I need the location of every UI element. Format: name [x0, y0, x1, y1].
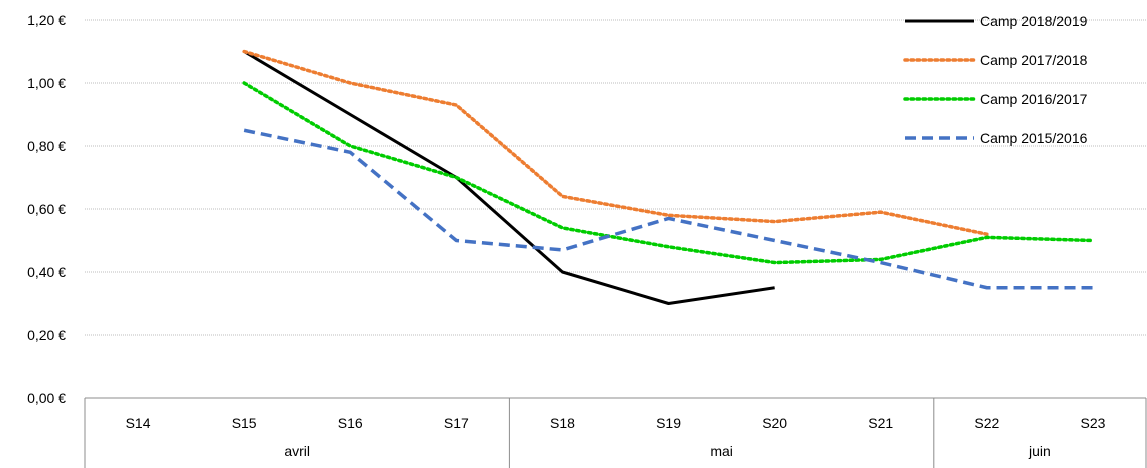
x-tick-label: S22: [974, 415, 999, 431]
legend-label-0: Camp 2018/2019: [980, 13, 1088, 29]
y-tick-label: 0,60 €: [27, 201, 66, 217]
y-tick-label: 0,40 €: [27, 264, 66, 280]
group-label: juin: [1028, 443, 1051, 459]
series-line-1: [242, 49, 989, 236]
x-tick-label: S15: [232, 415, 257, 431]
legend-label-1: Camp 2017/2018: [980, 52, 1088, 68]
y-axis: 0,00 € 0,20 € 0,40 € 0,60 € 0,80 € 1,00 € 1,20…: [27, 12, 66, 406]
x-axis: S14 S15 S16 S17 S18 S19 S20 S21 S22 S23 avril mai ju…: [84, 397, 1147, 468]
series-layer: [242, 49, 1095, 305]
group-label: avril: [284, 443, 310, 459]
y-tick-label: 1,00 €: [27, 75, 66, 91]
x-tick-label: S21: [868, 415, 893, 431]
legend-label-3: Camp 2015/2016: [980, 130, 1088, 146]
x-tick-label: S14: [126, 415, 151, 431]
y-tick-label: 0,20 €: [27, 327, 66, 343]
group-label: mai: [710, 443, 733, 459]
legend: Camp 2018/2019 Camp 2017/2018 Camp 2016/20…: [903, 13, 1088, 146]
y-tick-label: 1,20 €: [27, 12, 66, 28]
y-tick-label: 0,00 €: [27, 390, 66, 406]
legend-label-2: Camp 2016/2017: [980, 91, 1088, 107]
x-tick-label: S16: [338, 415, 363, 431]
x-tick-label: S18: [550, 415, 575, 431]
x-tick-label: S23: [1080, 415, 1105, 431]
x-tick-label: S20: [762, 415, 787, 431]
series-line-0: [243, 50, 775, 305]
x-tick-label: S19: [656, 415, 681, 431]
y-tick-label: 0,80 €: [27, 138, 66, 154]
x-tick-label: S17: [444, 415, 469, 431]
series-line-3: [243, 128, 1093, 290]
series-line-2: [242, 81, 1095, 265]
grid-layer: [85, 19, 1146, 336]
